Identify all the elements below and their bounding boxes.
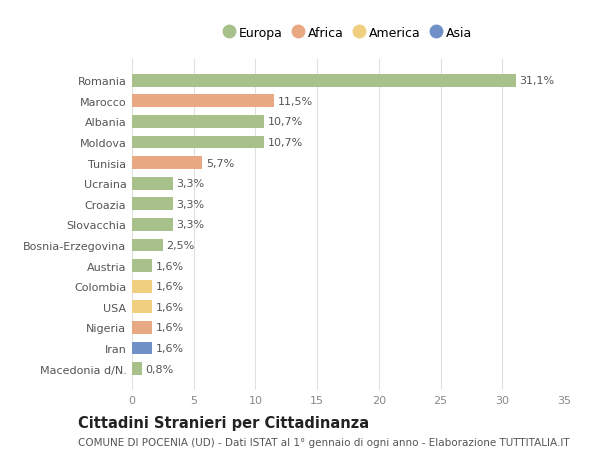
Text: 3,3%: 3,3% (176, 179, 205, 189)
Text: 1,6%: 1,6% (155, 343, 184, 353)
Bar (132, 363, 142, 375)
Bar (132, 280, 152, 293)
Text: 11,5%: 11,5% (278, 97, 313, 106)
Text: 0,8%: 0,8% (146, 364, 174, 374)
Bar (132, 218, 173, 231)
Bar (132, 136, 264, 149)
Text: 2,5%: 2,5% (167, 241, 195, 251)
Bar (132, 116, 264, 129)
Bar (132, 342, 152, 355)
Bar (132, 157, 202, 170)
Text: 1,6%: 1,6% (155, 323, 184, 333)
Bar (132, 239, 163, 252)
Legend: Europa, Africa, America, Asia: Europa, Africa, America, Asia (220, 23, 476, 44)
Text: 31,1%: 31,1% (520, 76, 554, 86)
Text: 10,7%: 10,7% (268, 117, 303, 127)
Text: 1,6%: 1,6% (155, 281, 184, 291)
Bar (132, 301, 152, 313)
Text: 1,6%: 1,6% (155, 302, 184, 312)
Bar (132, 198, 173, 211)
Text: 1,6%: 1,6% (155, 261, 184, 271)
Text: Cittadini Stranieri per Cittadinanza: Cittadini Stranieri per Cittadinanza (78, 415, 369, 431)
Bar (132, 260, 152, 272)
Text: 10,7%: 10,7% (268, 138, 303, 148)
Text: 3,3%: 3,3% (176, 220, 205, 230)
Text: COMUNE DI POCENIA (UD) - Dati ISTAT al 1° gennaio di ogni anno - Elaborazione TU: COMUNE DI POCENIA (UD) - Dati ISTAT al 1… (78, 437, 569, 447)
Bar (132, 178, 173, 190)
Bar (132, 95, 274, 108)
Text: 5,7%: 5,7% (206, 158, 235, 168)
Bar (132, 75, 516, 87)
Bar (132, 321, 152, 334)
Text: 3,3%: 3,3% (176, 199, 205, 209)
